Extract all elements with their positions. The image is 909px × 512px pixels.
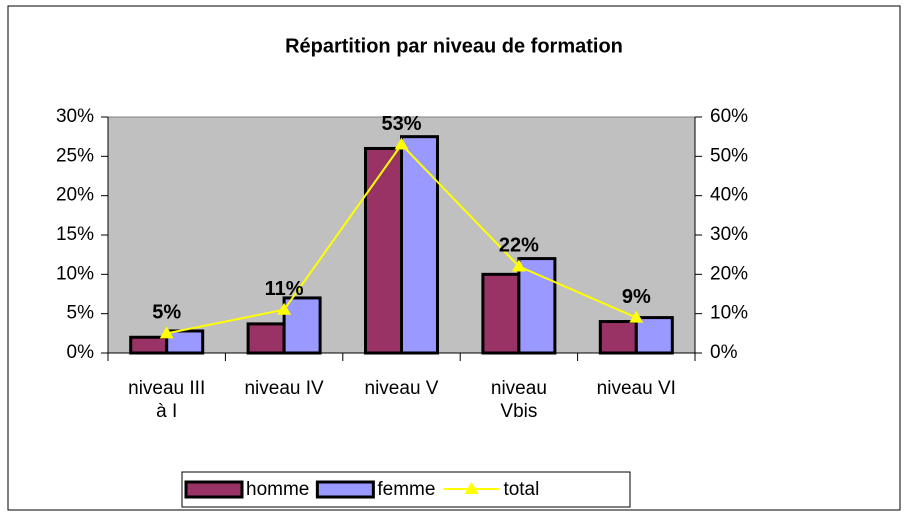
data-label: 5%: [152, 302, 181, 324]
x-tick-label: niveau VI: [596, 378, 676, 399]
bar: [634, 316, 674, 355]
legend-label: total: [503, 479, 539, 500]
y-tick-label: 15%: [56, 224, 94, 245]
data-label: 9%: [622, 286, 651, 308]
x-tick-label: niveau III à I: [128, 378, 206, 422]
y2-tick-label: 50%: [710, 145, 748, 166]
bar: [481, 272, 521, 355]
x-tick-label: niveau IV: [244, 378, 324, 399]
line-marker: [159, 326, 174, 339]
line-marker: [511, 259, 526, 272]
bar: [400, 135, 439, 355]
legend-marker: [464, 482, 479, 494]
y-tick-label: 20%: [56, 185, 94, 206]
bar: [246, 322, 286, 355]
x-tick-label: niveau Vbis: [490, 378, 547, 422]
x-tick-label: niveau V: [364, 378, 439, 399]
y2-tick-label: 20%: [710, 263, 748, 284]
legend-swatch: [315, 480, 375, 499]
line-marker: [277, 302, 292, 315]
data-label: 22%: [499, 235, 539, 257]
legend-label: homme: [246, 479, 309, 500]
y-tick-label: 5%: [67, 303, 95, 324]
y-tick-label: 0%: [67, 342, 95, 363]
bar: [364, 146, 403, 355]
data-label: 11%: [265, 278, 304, 300]
y-tick-label: 10%: [56, 263, 94, 284]
bar: [282, 296, 322, 355]
bar: [129, 335, 169, 355]
legend-swatch: [184, 480, 244, 499]
y-tick-label: 25%: [56, 145, 94, 166]
bar: [165, 329, 205, 355]
y2-tick-label: 0%: [710, 342, 738, 363]
y-tick-label: 30%: [56, 106, 94, 127]
y2-tick-label: 30%: [710, 224, 748, 245]
bar: [517, 257, 557, 355]
legend-label: femme: [377, 479, 435, 500]
line-marker: [394, 137, 409, 150]
chart-title: Répartition par niveau de formation: [285, 35, 623, 57]
y2-tick-label: 60%: [710, 106, 748, 127]
y2-tick-label: 40%: [710, 185, 748, 206]
data-label: 53%: [381, 113, 421, 135]
bar: [598, 320, 638, 355]
legend-box: [181, 471, 631, 508]
y2-tick-label: 10%: [710, 303, 748, 324]
line-marker: [629, 310, 644, 323]
